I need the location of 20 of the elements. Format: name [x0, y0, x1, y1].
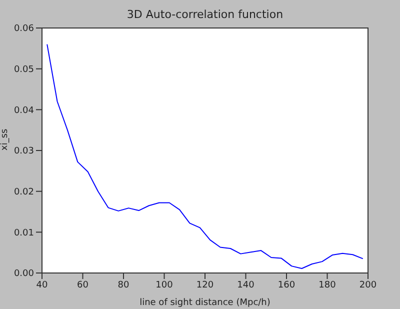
y-tick-label: 0.04 — [14, 106, 34, 116]
x-tick-label: 100 — [156, 280, 174, 290]
x-tick-label: 40 — [36, 280, 48, 290]
x-tick-label: 80 — [118, 280, 130, 290]
x-tick-label: 60 — [77, 280, 89, 290]
y-tick-label: 0.00 — [14, 269, 34, 280]
x-axis-title: line of sight distance (Mpc/h) — [140, 298, 270, 308]
y-tick-label: 0.01 — [14, 228, 34, 238]
x-tick-label: 160 — [278, 280, 296, 290]
y-tick-label: 0.05 — [14, 65, 34, 76]
x-tick-label: 120 — [196, 280, 214, 290]
y-tick-label: 0.02 — [14, 188, 34, 198]
x-tick-label: 180 — [318, 280, 336, 290]
y-axis-title: xi_ss — [0, 128, 10, 150]
x-tick-label: 200 — [359, 280, 377, 290]
line-series — [46, 44, 364, 270]
x-tick-label: 140 — [237, 280, 255, 290]
chart-title: 3D Auto-correlation function — [126, 8, 284, 21]
y-tick-label: 0.03 — [14, 146, 34, 157]
y-tick-label: 0.06 — [14, 24, 34, 34]
